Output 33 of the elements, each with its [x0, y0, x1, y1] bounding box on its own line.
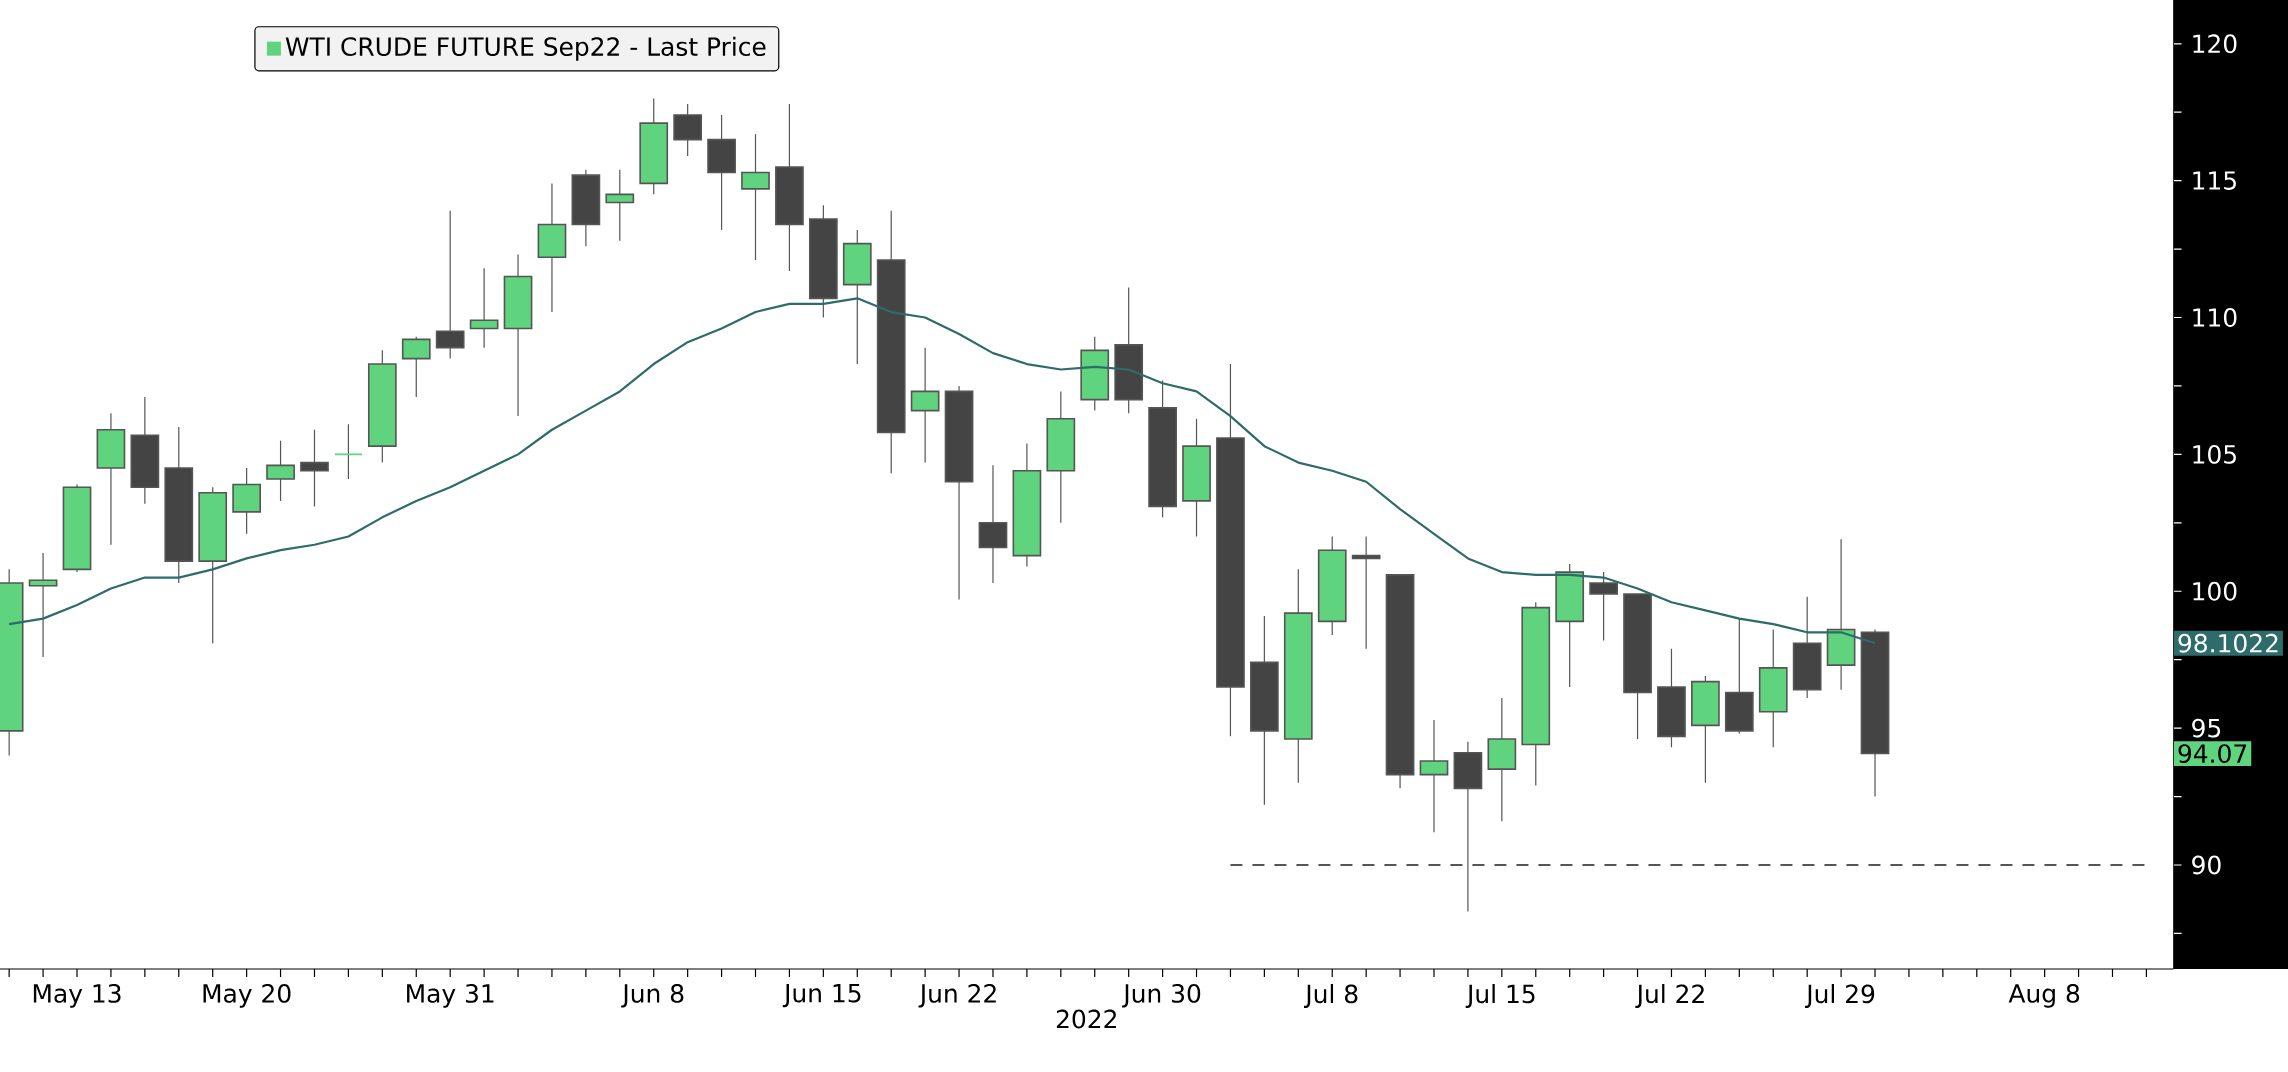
- legend-label: WTI CRUDE FUTURE Sep22 - Last Price: [285, 36, 766, 61]
- y-tick-label: 95: [2192, 718, 2221, 738]
- y-tick-label: 105: [2193, 444, 2236, 464]
- x-tick-label: Jul 29: [1804, 984, 1875, 1008]
- x-tick-label: Jun 22: [918, 984, 996, 1008]
- x-tick-label: Jul 15: [1465, 984, 1535, 1008]
- x-tick-label: May 20: [203, 984, 291, 1008]
- candlestick: [469, 267, 499, 349]
- x-tick-label: Jul 8: [1304, 984, 1358, 1008]
- candlestick: [605, 169, 635, 242]
- x-axis-title: 2022: [1056, 1009, 1116, 1029]
- candlestick: [1351, 535, 1381, 650]
- x-tick-label: Jun 15: [782, 984, 861, 1008]
- x-tick-label: May 13: [33, 984, 121, 1008]
- y-tick-label: 110: [2193, 308, 2237, 327]
- candlestick: [741, 133, 770, 261]
- x-tick-label: Jun 8: [621, 984, 684, 1008]
- line-series: [8, 297, 1877, 645]
- y-tick-label: 120: [2193, 34, 2237, 54]
- candlestick: [28, 552, 58, 658]
- x-tick-label: Aug 8: [2008, 984, 2080, 1008]
- text: 98.1022: [2178, 633, 2278, 653]
- candlestick: [1419, 719, 1449, 833]
- y-tick-label: 115: [2193, 171, 2236, 190]
- x-tick-label: Jul 22: [1635, 984, 1704, 1008]
- candlestick: [334, 423, 363, 480]
- x-tick-label: Jun 30: [1122, 984, 1201, 1008]
- y-tick-label: 90: [2192, 855, 2221, 875]
- x-tick-label: May 31: [407, 984, 494, 1008]
- text: 94.07: [2178, 744, 2247, 763]
- y-tick-label: 100: [2193, 581, 2237, 601]
- candlestick: [300, 429, 329, 507]
- candlestick: [435, 210, 465, 360]
